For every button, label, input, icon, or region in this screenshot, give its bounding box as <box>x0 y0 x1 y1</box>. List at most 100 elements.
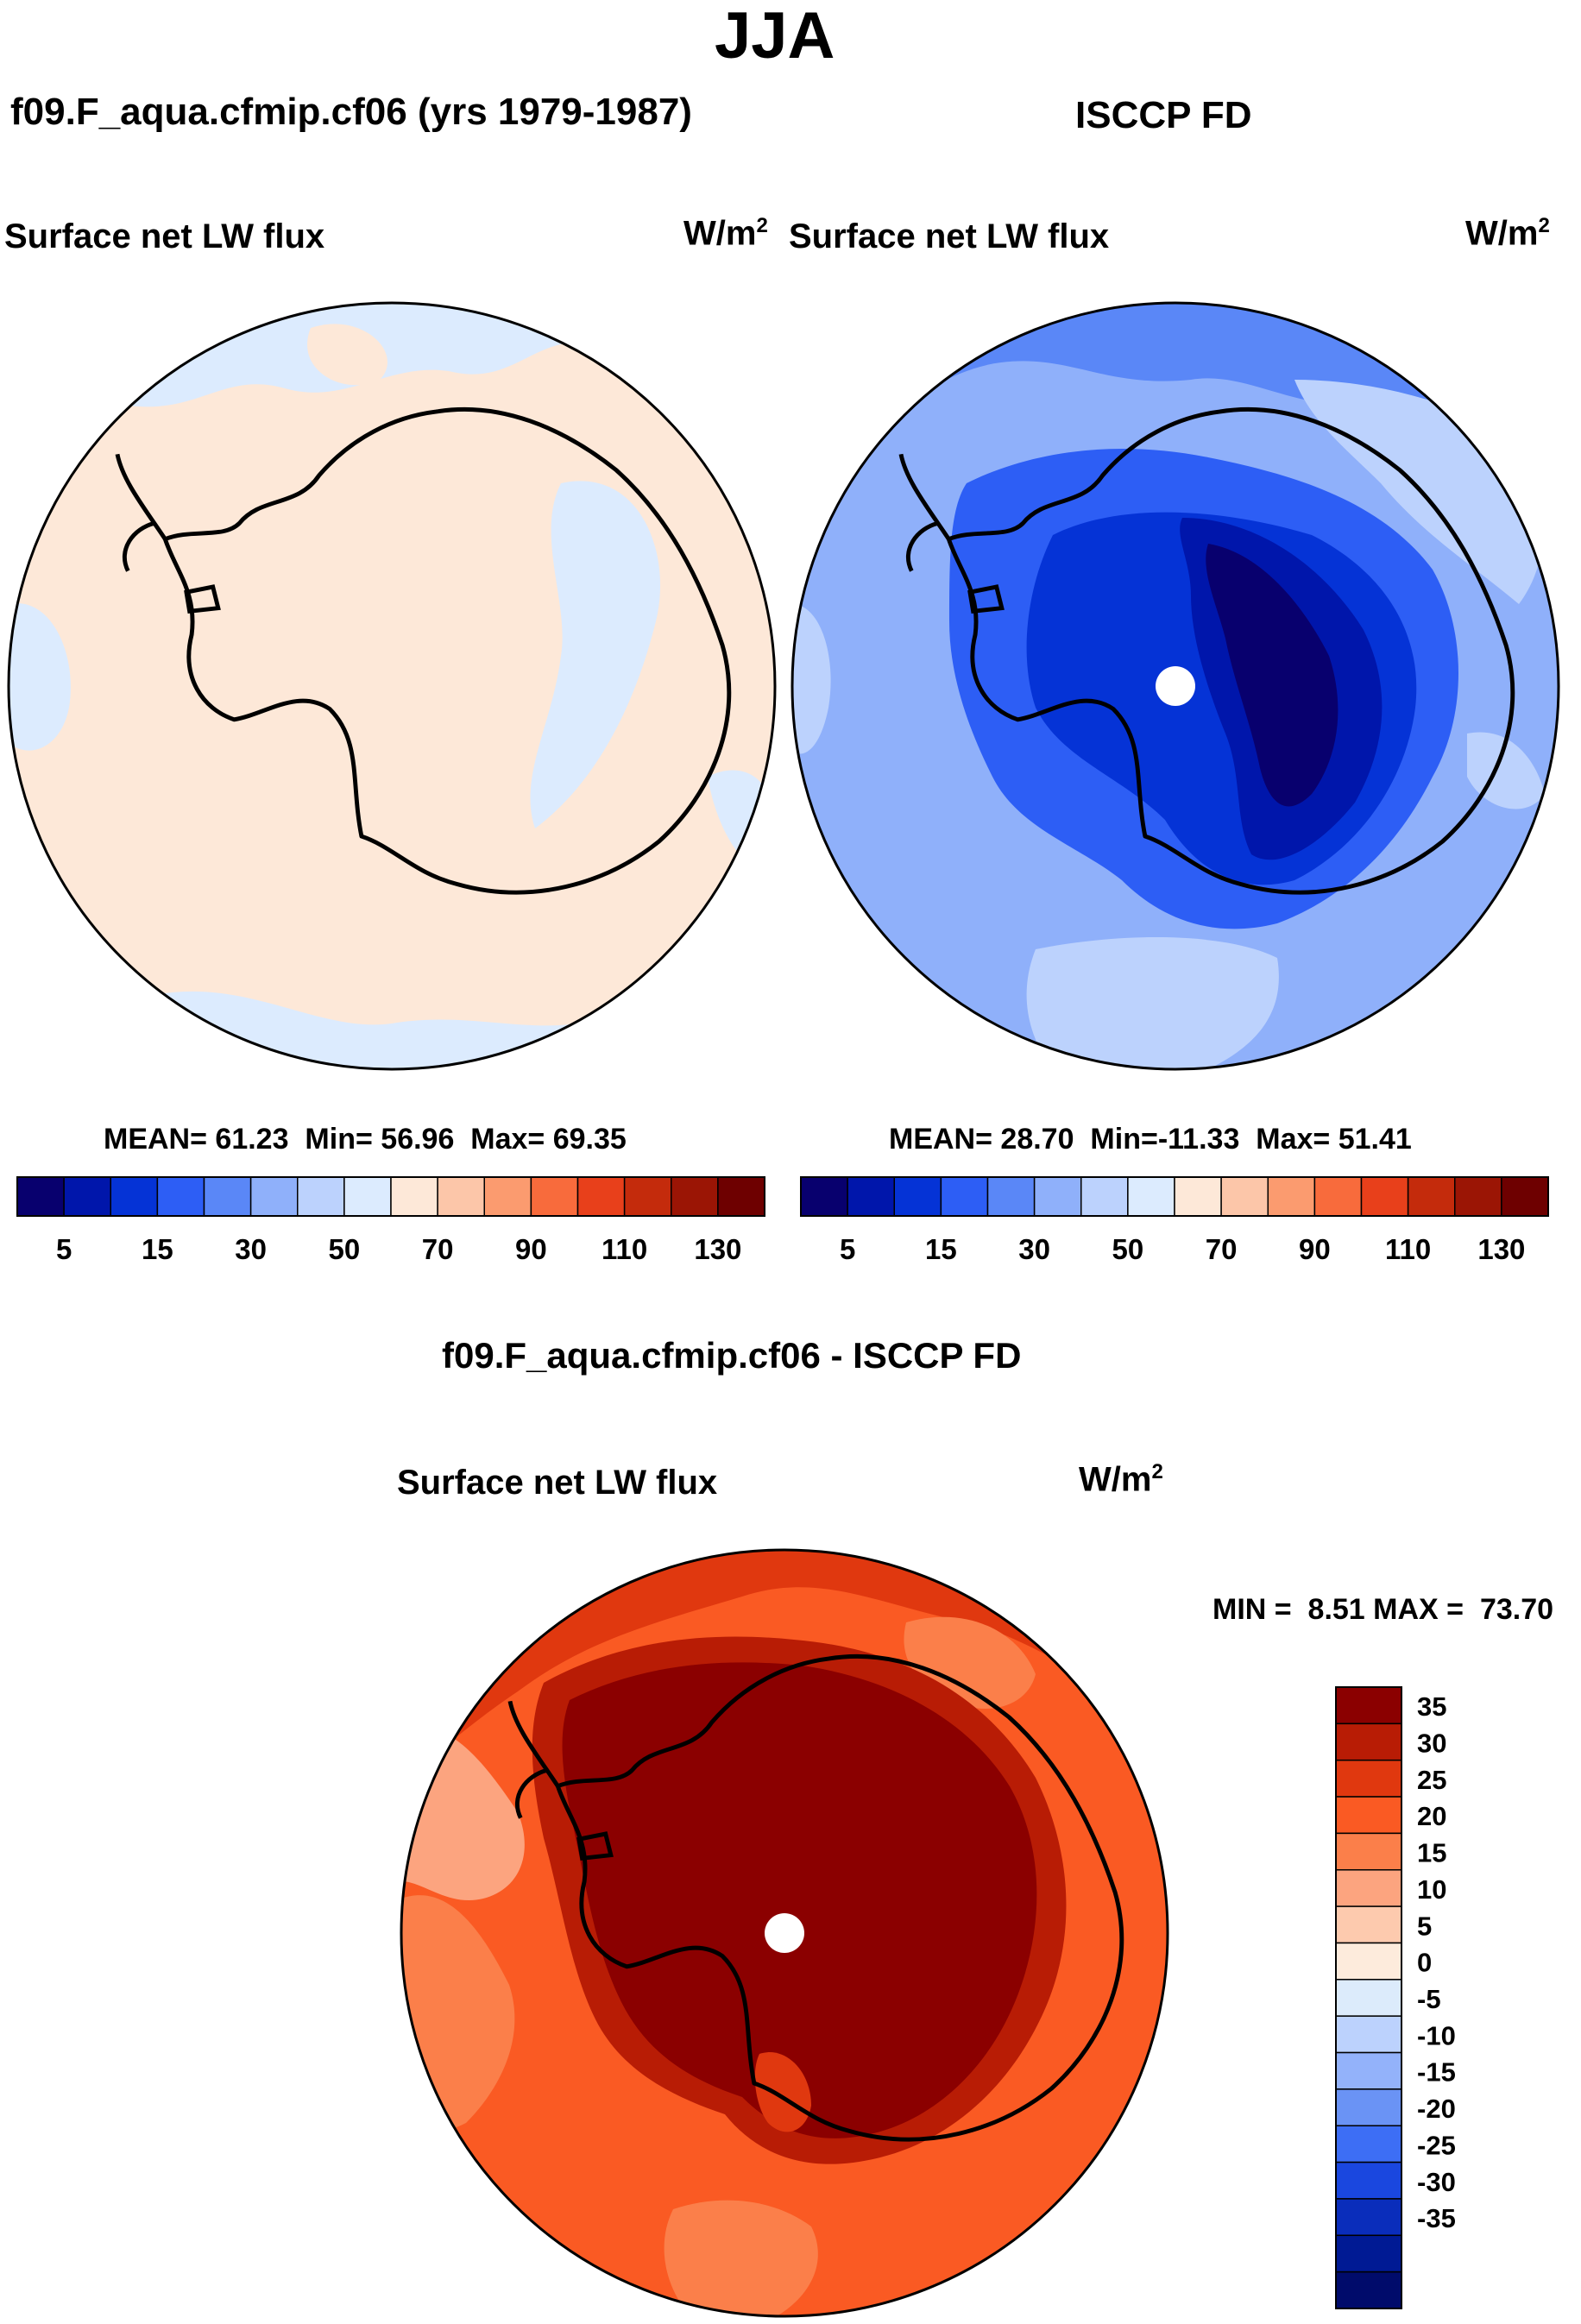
diff-units: W/m2 <box>1079 1460 1163 1499</box>
right-colorbar-tick-label: 5 <box>840 1233 855 1265</box>
left-stats: MEAN= 61.23 Min= 56.96 Max= 69.35 <box>104 1124 627 1154</box>
right-max-value: 51.41 <box>1338 1123 1412 1156</box>
right-colorbar-tick-label: 15 <box>925 1233 957 1265</box>
diff-colorbar-swatch <box>1335 1942 1402 1981</box>
left-variable-label: Surface net LW flux <box>4 217 325 255</box>
diff-colorbar-swatch <box>1335 1759 1402 1798</box>
left-units: W/m2 <box>683 214 768 253</box>
left-colorbar-swatch <box>297 1176 345 1217</box>
left-colorbar-frame <box>16 1176 765 1217</box>
right-colorbar-swatch <box>1033 1176 1082 1217</box>
diff-units-sup: 2 <box>1151 1460 1163 1483</box>
left-colorbar-swatch <box>437 1176 485 1217</box>
right-colorbar-tick-label: 50 <box>1112 1233 1144 1265</box>
right-max-label: Max= <box>1256 1123 1331 1156</box>
left-min-value: 56.96 <box>381 1123 455 1156</box>
diff-max-value: 73.70 <box>1479 1593 1554 1626</box>
right-colorbar-swatch <box>940 1176 989 1217</box>
diff-colorbar-tick-label: 5 <box>1417 1911 1432 1941</box>
diff-colorbar-swatch <box>1335 2198 1402 2237</box>
diff-colorbar-swatch <box>1335 1979 1402 2017</box>
right-colorbar-frame <box>800 1176 1549 1217</box>
diff-colorbar-swatch <box>1335 2161 1402 2200</box>
diff-colorbar-tick-label: 10 <box>1417 1874 1446 1905</box>
left-min-label: Min= <box>305 1123 373 1156</box>
left-colorbar-swatch <box>483 1176 532 1217</box>
right-colorbar-tick-label: 130 <box>1477 1233 1525 1265</box>
diff-colorbar-swatch <box>1335 1905 1402 1944</box>
left-colorbar-swatch <box>16 1176 65 1217</box>
right-colorbar-swatch <box>893 1176 942 1217</box>
diff-stats: MIN = 8.51 MAX = 73.70 <box>1213 1595 1553 1624</box>
right-colorbar-swatch <box>1313 1176 1363 1217</box>
diff-polar-map <box>400 1548 1169 2318</box>
diff-colorbar-swatch <box>1335 2088 1402 2126</box>
diff-colorbar-swatch <box>1335 1832 1402 1871</box>
diff-colorbar-swatch <box>1335 2015 1402 2054</box>
left-colorbar-tick-label: 15 <box>142 1233 173 1265</box>
right-mean-value: 28.70 <box>1000 1123 1074 1156</box>
left-colorbar-tick-label: 110 <box>602 1233 647 1265</box>
right-colorbar-swatch <box>1174 1176 1222 1217</box>
left-colorbar-swatch <box>156 1176 205 1217</box>
diff-colorbar-swatch <box>1335 2234 1402 2273</box>
right-colorbar: 5 15 30 50 70 90 110 130 <box>800 1176 1549 1265</box>
right-colorbar-swatch <box>1407 1176 1456 1217</box>
left-max-label: Max= <box>470 1123 545 1156</box>
left-units-text: W/m <box>683 214 757 253</box>
diff-colorbar-tick-label: -20 <box>1417 2094 1456 2124</box>
diff-colorbar-tick-label: 0 <box>1417 1948 1432 1978</box>
right-colorbar-swatch <box>1501 1176 1549 1217</box>
diff-colorbar-tick-label: -35 <box>1417 2203 1456 2233</box>
diff-colorbar-swatch <box>1335 1796 1402 1835</box>
right-colorbar-swatch <box>1220 1176 1269 1217</box>
diff-units-text: W/m <box>1079 1460 1152 1499</box>
diff-colorbar-tick-label: 35 <box>1417 1691 1446 1722</box>
left-colorbar-swatch <box>576 1176 626 1217</box>
left-colorbar-swatch <box>343 1176 392 1217</box>
right-colorbar-swatch <box>986 1176 1036 1217</box>
left-mean-value: 61.23 <box>215 1123 289 1156</box>
left-colorbar-tick-label: 130 <box>694 1233 741 1265</box>
right-units-text: W/m <box>1465 214 1539 253</box>
left-colorbar-tick-label: 50 <box>329 1233 361 1265</box>
left-polar-map <box>7 301 777 1071</box>
diff-colorbar-swatch <box>1335 1869 1402 1907</box>
diff-variable-label: Surface net LW flux <box>397 1464 718 1502</box>
diff-colorbar: 35 30 25 20 15 10 5 0 -5 -10 -15 -20 -25 -30 -35 <box>1335 1686 1456 2309</box>
diff-colorbar-tick-label: -30 <box>1417 2167 1456 2197</box>
right-colorbar-swatch <box>1267 1176 1316 1217</box>
right-min-label: Min= <box>1090 1123 1158 1156</box>
diff-colorbar-tick-label: 25 <box>1417 1765 1446 1795</box>
diff-colorbar-tick-label: 20 <box>1417 1801 1446 1831</box>
right-colorbar-tick-label: 70 <box>1206 1233 1238 1265</box>
right-min-value: -11.33 <box>1157 1123 1240 1156</box>
diff-colorbar-tick-label: -5 <box>1417 1984 1441 2014</box>
left-colorbar-swatch <box>717 1176 765 1217</box>
left-colorbar-swatch <box>530 1176 579 1217</box>
left-colorbar-swatch <box>671 1176 719 1217</box>
left-colorbar-tick-label: 30 <box>235 1233 267 1265</box>
diff-colorbar-swatch <box>1335 2125 1402 2163</box>
right-colorbar-swatch <box>800 1176 848 1217</box>
left-colorbar-tick-label: 5 <box>56 1233 72 1265</box>
left-colorbar: 5 15 30 50 70 90 110 130 <box>16 1176 765 1265</box>
left-max-value: 69.35 <box>552 1123 627 1156</box>
right-case-title: ISCCP FD <box>1075 94 1252 136</box>
left-colorbar-swatch <box>623 1176 672 1217</box>
right-mean-label: MEAN= <box>889 1123 992 1156</box>
right-colorbar-tick-label: 30 <box>1018 1233 1050 1265</box>
left-colorbar-swatch <box>390 1176 438 1217</box>
left-units-sup: 2 <box>756 214 768 237</box>
diff-max-label: MAX = <box>1373 1593 1464 1626</box>
diff-colorbar-tick-label: -10 <box>1417 2020 1456 2050</box>
left-mean-label: MEAN= <box>104 1123 207 1156</box>
right-colorbar-swatch <box>1127 1176 1175 1217</box>
left-colorbar-swatch <box>249 1176 299 1217</box>
right-colorbar-swatch <box>1360 1176 1409 1217</box>
diff-colorbar-swatch <box>1335 1723 1402 1761</box>
left-colorbar-swatch <box>203 1176 252 1217</box>
diff-colorbar-swatch <box>1335 2051 1402 2090</box>
diff-colorbar-swatch <box>1335 2270 1402 2309</box>
